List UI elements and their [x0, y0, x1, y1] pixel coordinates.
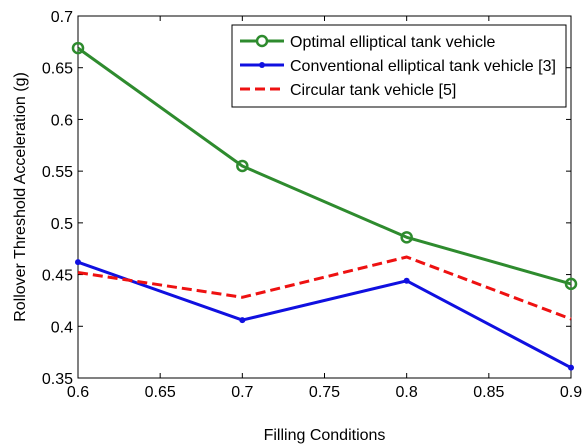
legend: Optimal elliptical tank vehicle Conventio… — [231, 24, 567, 108]
data-point — [564, 277, 578, 291]
data-point — [400, 231, 413, 244]
x-tick-label: 0.65 — [145, 384, 176, 401]
y-tick-label: 0.4 — [51, 319, 73, 336]
x-tick-label: 0.7 — [231, 384, 253, 401]
y-tick-label: 0.6 — [51, 112, 73, 129]
y-tick-label: 0.65 — [42, 61, 73, 78]
series-line-1 — [77, 46, 572, 286]
series-line-3 — [77, 255, 572, 321]
legend-box — [231, 24, 567, 108]
x-tick-label: 0.85 — [473, 384, 504, 401]
x-tick-label: 0.6 — [67, 384, 89, 401]
y-tick-label: 0.35 — [42, 371, 73, 388]
data-point — [568, 364, 574, 371]
y-tick-label: 0.7 — [51, 9, 73, 26]
legend-label-1: Optimal elliptical tank vehicle — [290, 34, 496, 51]
x-tick-label: 0.75 — [309, 384, 340, 401]
data-point — [71, 41, 85, 55]
legend-marker — [255, 34, 269, 48]
x-tick-label: 0.9 — [560, 384, 582, 401]
data-point — [239, 317, 246, 324]
x-tick-label: 0.8 — [396, 384, 418, 401]
y-axis-label: Rollover Threshold Acceleration (g) — [12, 72, 29, 322]
data-point — [403, 277, 410, 284]
data-point — [236, 159, 249, 173]
series-line-2 — [77, 260, 572, 370]
y-tick-label: 0.45 — [42, 268, 73, 285]
x-axis-label: Filling Conditions — [264, 427, 386, 444]
legend-marker — [259, 62, 265, 68]
y-tick-label: 0.5 — [51, 216, 73, 233]
legend-label-2: Conventional elliptical tank vehicle [3] — [290, 58, 556, 75]
data-series — [71, 41, 578, 371]
axes: 0.6 0.65 0.7 0.75 0.8 0.85 0.9 0.35 0.4 0.45 0.5 0.… — [42, 9, 582, 401]
y-tick-label: 0.55 — [42, 164, 73, 181]
legend-label-3: Circular tank vehicle [5] — [290, 82, 456, 99]
data-point — [75, 259, 81, 266]
